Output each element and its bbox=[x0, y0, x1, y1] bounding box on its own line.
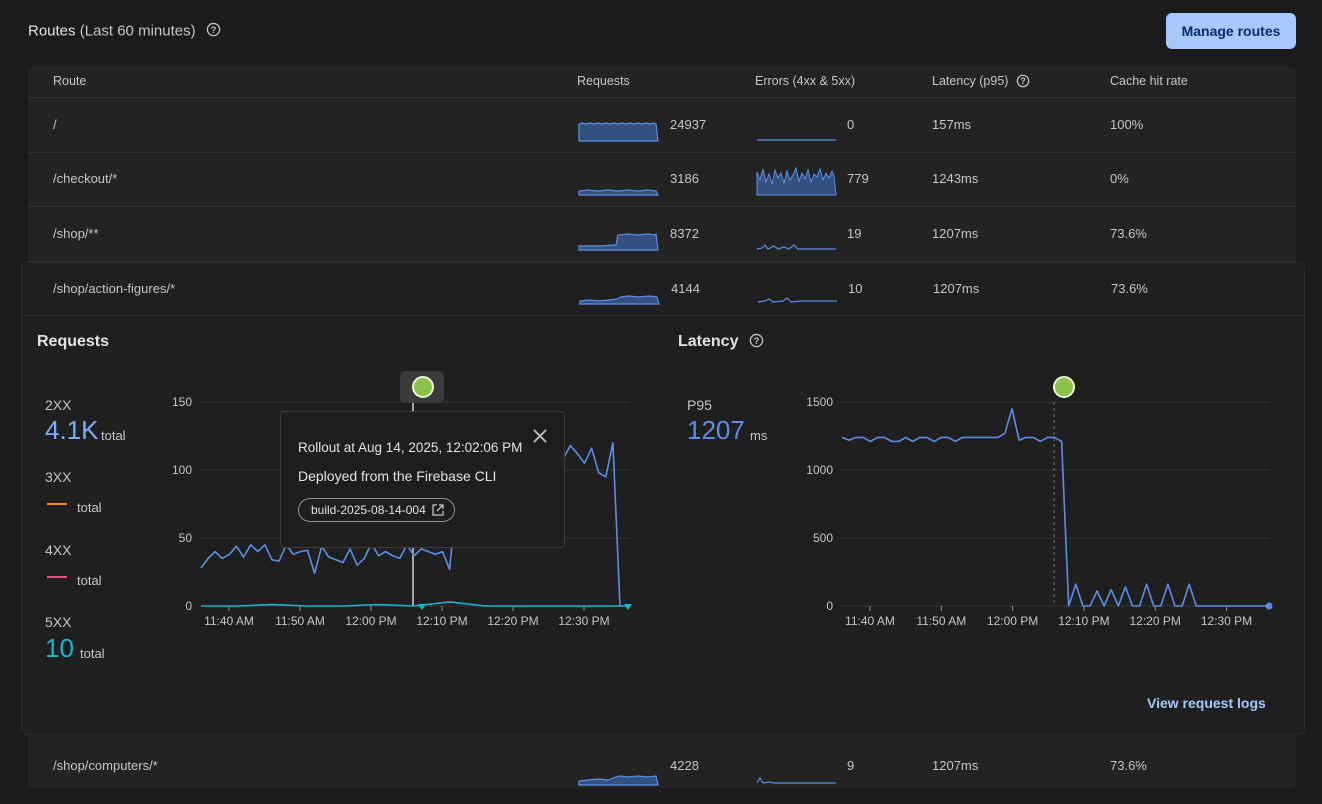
stat-3xx-label: 3XX bbox=[45, 469, 72, 485]
errors-value: 19 bbox=[847, 226, 862, 241]
route-path[interactable]: /checkout/* bbox=[53, 171, 118, 186]
col-latency: Latency (p95) ? bbox=[932, 74, 1030, 88]
requests-sparkline bbox=[579, 295, 660, 305]
requests-sparkline bbox=[578, 122, 659, 142]
stat-2xx-label: 2XX bbox=[45, 397, 72, 413]
help-icon[interactable]: ? bbox=[749, 333, 764, 348]
errors-value: 9 bbox=[847, 758, 855, 773]
requests-sparkline bbox=[578, 233, 659, 251]
view-request-logs-link[interactable]: View request logs bbox=[1147, 695, 1266, 711]
requests-value: 3186 bbox=[670, 171, 699, 186]
table-row[interactable]: /checkout/* 3186 779 1243ms 0% bbox=[28, 152, 1296, 207]
latency-value: 1207ms bbox=[933, 281, 980, 296]
requests-value: 8372 bbox=[670, 226, 699, 241]
stat-4xx-total: total bbox=[77, 573, 102, 588]
rollout-description: Deployed from the Firebase CLI bbox=[298, 468, 497, 484]
col-cache: Cache hit rate bbox=[1110, 74, 1188, 88]
col-latency-label: Latency (p95) bbox=[932, 74, 1009, 88]
manage-routes-button[interactable]: Manage routes bbox=[1166, 13, 1296, 49]
p95-unit: ms bbox=[750, 428, 768, 443]
stat-2xx-value: 4.1K bbox=[45, 415, 99, 445]
requests-sparkline bbox=[578, 189, 659, 196]
route-path[interactable]: /shop/** bbox=[53, 226, 99, 241]
table-row[interactable]: /shop/** 8372 19 1207ms 73.6% bbox=[28, 207, 1296, 262]
p95-value: 1207 bbox=[687, 415, 745, 445]
help-icon[interactable]: ? bbox=[1016, 74, 1030, 88]
build-label: build-2025-08-14-004 bbox=[311, 503, 426, 517]
stat-4xx-empty-dash bbox=[47, 576, 67, 578]
help-icon[interactable]: ? bbox=[206, 22, 221, 41]
build-chip[interactable]: build-2025-08-14-004 bbox=[298, 498, 455, 522]
svg-text:?: ? bbox=[754, 336, 760, 346]
errors-sparkline bbox=[756, 776, 836, 784]
route-path[interactable]: / bbox=[53, 117, 57, 132]
rollout-tooltip: Rollout at Aug 14, 2025, 12:02:06 PM Dep… bbox=[280, 411, 565, 548]
errors-sparkline bbox=[756, 166, 837, 196]
page-subtitle: (Last 60 minutes) bbox=[79, 22, 196, 40]
errors-value: 779 bbox=[847, 171, 869, 186]
requests-value: 4144 bbox=[671, 281, 700, 296]
requests-section-title: Requests bbox=[37, 333, 110, 350]
errors-sparkline bbox=[757, 297, 837, 303]
rollout-title: Rollout at Aug 14, 2025, 12:02:06 PM bbox=[298, 440, 523, 455]
errors-sparkline bbox=[757, 139, 836, 141]
requests-sparkline bbox=[578, 775, 659, 786]
p95-label: P95 bbox=[687, 397, 712, 413]
route-detail-panel: /shop/action-figures/* 4144 10 1207ms 73… bbox=[21, 262, 1305, 735]
col-route: Route bbox=[53, 74, 87, 88]
errors-value: 10 bbox=[848, 281, 863, 296]
stat-3xx-total: total bbox=[77, 500, 102, 515]
stat-5xx-value: 10 bbox=[45, 633, 74, 663]
cache-value: 73.6% bbox=[1110, 758, 1147, 773]
requests-value: 4228 bbox=[670, 758, 699, 773]
table-row[interactable]: /shop/computers/* 4228 9 1207ms 73.6% bbox=[28, 750, 1296, 804]
stat-3xx-empty-dash bbox=[47, 503, 67, 505]
cache-value: 100% bbox=[1110, 117, 1144, 132]
cache-value: 73.6% bbox=[1111, 281, 1148, 296]
cache-value: 73.6% bbox=[1110, 226, 1147, 241]
latency-section-title-text: Latency bbox=[678, 333, 739, 350]
page-title: Routes (Last 60 minutes) ? bbox=[28, 22, 221, 41]
stat-5xx-label: 5XX bbox=[45, 614, 72, 630]
errors-sparkline bbox=[756, 244, 836, 250]
svg-text:?: ? bbox=[210, 25, 216, 35]
external-link-icon bbox=[432, 504, 444, 516]
svg-text:?: ? bbox=[1020, 76, 1025, 86]
col-errors: Errors (4xx & 5xx) bbox=[755, 74, 856, 88]
requests-value: 24937 bbox=[670, 117, 707, 132]
stat-2xx-total: total bbox=[101, 428, 126, 443]
latency-section-title: Latency ? bbox=[678, 333, 764, 351]
close-icon[interactable] bbox=[532, 428, 548, 444]
table-row[interactable]: / 24937 0 157ms 100% bbox=[28, 98, 1296, 153]
errors-value: 0 bbox=[847, 117, 855, 132]
page-title-text: Routes bbox=[28, 22, 76, 40]
latency-value: 157ms bbox=[932, 117, 972, 132]
cache-value: 0% bbox=[1110, 171, 1129, 186]
table-row-expanded[interactable]: /shop/action-figures/* 4144 10 1207ms 73… bbox=[22, 263, 1304, 316]
table-header: Route Requests Errors (4xx & 5xx) Latenc… bbox=[28, 66, 1296, 98]
stat-4xx-label: 4XX bbox=[45, 542, 72, 558]
latency-value: 1243ms bbox=[932, 171, 979, 186]
route-path[interactable]: /shop/action-figures/* bbox=[53, 281, 176, 296]
latency-value: 1207ms bbox=[932, 226, 979, 241]
latency-value: 1207ms bbox=[932, 758, 979, 773]
col-requests: Requests bbox=[577, 74, 630, 88]
route-path[interactable]: /shop/computers/* bbox=[53, 758, 158, 773]
stat-5xx-total: total bbox=[80, 646, 105, 661]
